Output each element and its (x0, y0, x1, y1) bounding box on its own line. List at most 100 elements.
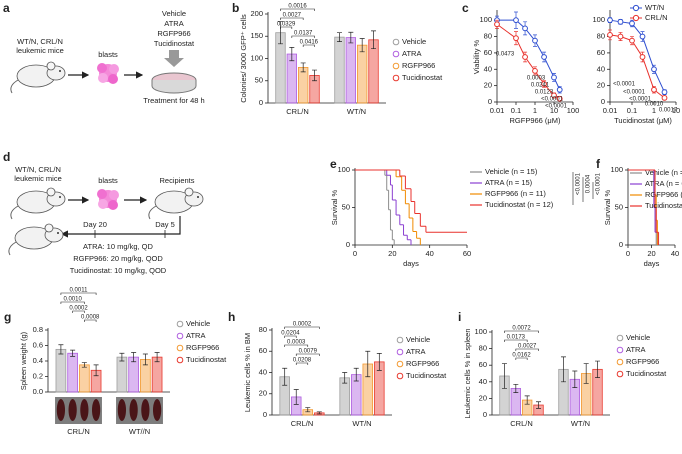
y-tick-label: 40 (484, 64, 492, 73)
significance-bracket (84, 319, 97, 322)
mouse-icon (10, 61, 66, 94)
legend-label: ATRA (626, 345, 645, 354)
x-tick-label: 0.01 (490, 106, 505, 115)
y-tick-label: 40 (259, 367, 267, 376)
x-tick-label: 0 (626, 249, 630, 258)
y-axis-label: Spleen weight (g) (19, 331, 28, 390)
recipients-text: Recipients (159, 176, 194, 185)
p-value: 0.0079 (299, 349, 318, 355)
legend-label: RGFP966 (n = 11) (485, 189, 546, 198)
mouse-icon (10, 187, 66, 220)
x-tick-label: 20 (388, 249, 396, 258)
y-tick-label: 50 (342, 202, 350, 211)
significance-bracket (515, 357, 528, 360)
panel-label: c (462, 1, 469, 15)
error-bar (300, 62, 306, 73)
y-axis-label: Leukemic cells % in spleen (463, 328, 472, 418)
spleen-image (68, 399, 77, 421)
error-bar (376, 353, 382, 371)
error-bar (131, 352, 137, 363)
x-axis-label: Tucidinostat (μM) (614, 116, 672, 125)
significance-bracket (504, 339, 528, 342)
legend-label: Vehicle (626, 333, 650, 342)
y-axis-label: Leukemic cells % in BM (243, 333, 252, 412)
spleen-image (56, 399, 66, 421)
y-tick-label: 40 (479, 377, 487, 386)
bar (116, 356, 128, 393)
p-value: <0.0001 (623, 90, 646, 96)
data-point (661, 95, 668, 101)
data-point (617, 18, 624, 25)
dose-text: RGFP966: 20 mg/kg, QOD (73, 254, 163, 263)
bar (334, 36, 345, 104)
error-bar (595, 360, 601, 378)
data-point (607, 17, 613, 24)
legend-label: RGFP966 (186, 343, 219, 352)
data-point (532, 37, 538, 44)
p-value: 0.0003 (287, 340, 306, 346)
error-bar (277, 21, 283, 45)
panel-label: d (3, 150, 10, 164)
y-tick-label: 20 (597, 81, 605, 90)
x-category-label: CRL/N (291, 419, 314, 428)
x-tick-label: 60 (463, 249, 471, 258)
legend-marker (616, 346, 624, 354)
blasts-text: blasts (98, 176, 118, 185)
p-value: 0.0016 (288, 4, 307, 10)
data-point (607, 32, 613, 38)
data-point (629, 20, 635, 27)
error-bar (365, 350, 371, 378)
y-tick-label: 20 (479, 393, 487, 402)
data-point (629, 37, 635, 44)
legend-marker (176, 332, 184, 340)
mouse-icon (8, 223, 64, 256)
y-tick-label: 100 (592, 15, 605, 24)
p-value: 0.0208 (293, 358, 312, 364)
significance-bracket (302, 44, 315, 47)
data-point (541, 54, 547, 60)
p-value: 0.0003 (527, 76, 546, 82)
error-bar (293, 389, 299, 405)
legend-label: ATRA (n = 6) (645, 179, 682, 188)
data-point (522, 25, 528, 32)
y-tick-label: 0 (488, 97, 492, 106)
legend-marker (176, 356, 184, 364)
x-tick-label: 1 (652, 106, 656, 115)
legend-label: Tucidinostat (186, 355, 227, 364)
blast-icon (97, 63, 119, 84)
dose-text: ATRA: 10 mg/kg, QD (83, 242, 153, 251)
legend-marker (616, 334, 624, 342)
treatment-text: Vehicle (162, 9, 186, 18)
legend-label: Vehicle (402, 37, 426, 46)
p-value: 0.0329 (277, 22, 296, 28)
panel-label: i (458, 310, 461, 324)
legend-marker (396, 360, 404, 368)
bar (298, 67, 309, 104)
error-bar (316, 411, 322, 415)
spleen-image (117, 399, 127, 421)
legend-label: RGFP966 (n = 6) (645, 190, 682, 199)
p-value: 0.0027 (518, 344, 537, 350)
error-bar (305, 407, 311, 413)
y-tick-label: 100 (474, 327, 487, 336)
data-point (661, 89, 668, 96)
legend-label: Tucidinostat (402, 73, 443, 82)
significance-bracket (504, 330, 539, 333)
y-tick-label: 0 (259, 98, 263, 107)
legend-marker (392, 50, 400, 58)
significance-bracket (284, 326, 320, 329)
y-tick-label: 0.2 (33, 371, 43, 380)
y-tick-label: 0 (263, 410, 267, 419)
error-bar (70, 349, 76, 357)
spleen-image (129, 399, 138, 421)
data-point (651, 66, 657, 73)
panel-label: g (4, 310, 11, 324)
data-point (617, 33, 624, 40)
x-tick-label: 0.01 (603, 106, 618, 115)
significance-bracket (284, 335, 297, 338)
y-tick-label: 0 (483, 410, 487, 419)
mice-text: leukemic mice (14, 174, 62, 183)
legend-label: WT/N (645, 3, 664, 12)
p-value: 0.0473 (496, 52, 515, 58)
